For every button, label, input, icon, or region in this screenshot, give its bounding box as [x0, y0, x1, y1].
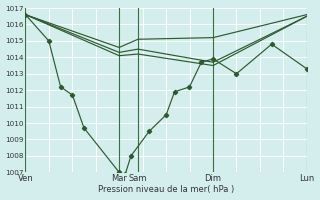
X-axis label: Pression niveau de la mer( hPa ): Pression niveau de la mer( hPa ) — [98, 185, 234, 194]
